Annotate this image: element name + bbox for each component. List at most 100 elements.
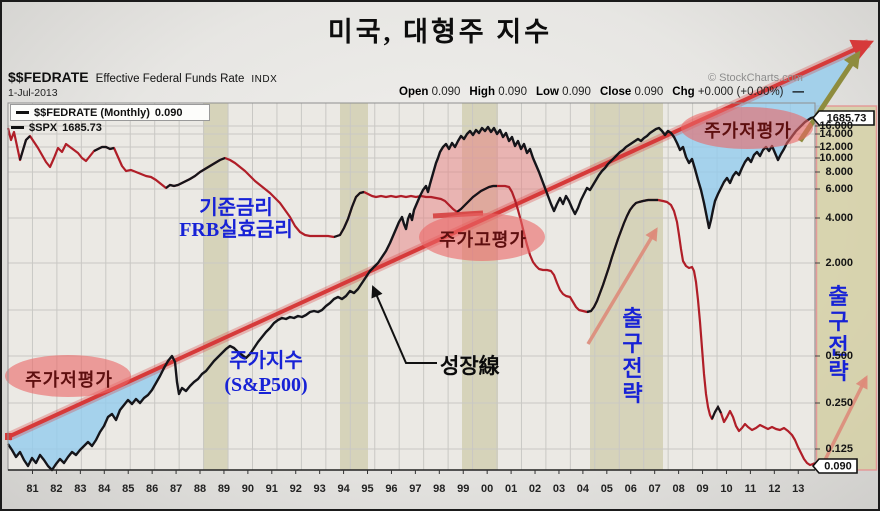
undervalued-fill-left	[8, 364, 166, 470]
exit-strategy-arrow-1	[586, 227, 658, 345]
x-axis-label-85: 85	[122, 483, 135, 495]
sp500-p: P	[258, 374, 271, 396]
x-axis-label-81: 81	[26, 483, 39, 495]
x-axis-label-05: 05	[600, 483, 613, 495]
spx-last-price-box	[811, 110, 875, 126]
high-label: High	[469, 86, 495, 98]
x-axis-label-04: 04	[576, 483, 589, 495]
chart-header: $$FEDRATE Effective Federal Funds Rate I…	[8, 69, 277, 85]
x-axis-label-91: 91	[265, 483, 278, 495]
base-rate-line1: 기준금리	[199, 197, 273, 219]
growth-line-label: 성장線	[440, 354, 500, 378]
x-axis-label-90: 90	[241, 483, 254, 495]
fedrate-line-rising-segment	[456, 184, 497, 213]
y-axis-label-8.000: 8.000	[825, 166, 853, 178]
x-axis-label-12: 12	[768, 483, 781, 495]
x-axis-label-10: 10	[720, 483, 733, 495]
x-axis-label-86: 86	[146, 483, 159, 495]
close-value: 0.090	[634, 86, 664, 98]
fedrate-line-rising-segment	[333, 190, 365, 239]
x-axis-label-93: 93	[313, 483, 326, 495]
symbol: $$FEDRATE	[8, 69, 89, 85]
highlight-band	[340, 103, 368, 470]
low-value: 0.090	[562, 86, 591, 98]
x-axis-label-03: 03	[552, 483, 566, 495]
spx-line-swatch-icon	[11, 126, 24, 129]
x-axis-label-13: 13	[792, 483, 805, 495]
y-axis-label-12.000: 12.000	[819, 141, 853, 153]
x-axis-label-98: 98	[433, 483, 446, 495]
quote-close: Close 0.090	[600, 86, 663, 98]
y-axis-label-2.000: 2.000	[825, 257, 853, 269]
overvalued-label: 주가고평가	[439, 230, 527, 250]
sp500-pre: (S&	[224, 374, 259, 396]
x-axis-label-92: 92	[289, 483, 302, 495]
undervalued-label-left: 주가저평가	[25, 370, 113, 390]
x-axis-label-01: 01	[504, 483, 518, 495]
x-axis-label-89: 89	[217, 483, 231, 495]
fedrate-line-rising-segment	[165, 156, 226, 189]
chg-value: +0.000 (+0.00%)	[697, 86, 784, 98]
quote-bar: Open 0.090 High 0.090 Low 0.090 Close 0.…	[399, 86, 804, 98]
legend-fedrate[interactable]: $$FEDRATE (Monthly) 0.090	[10, 104, 210, 121]
base-rate-line2: FRB실효금리	[179, 219, 293, 241]
fedrate-last-price-box-value: 0.090	[824, 461, 852, 473]
quote-low: Low 0.090	[536, 86, 591, 98]
y-axis-label-16.000: 16.000	[819, 120, 853, 132]
high-value: 0.090	[498, 86, 527, 98]
chg-label: Chg	[672, 86, 695, 98]
undervalued-label-right: 주가저평가	[704, 121, 792, 141]
y-axis-label-6.000: 6.000	[825, 183, 853, 195]
y-axis-label-0.250: 0.250	[825, 397, 853, 409]
collapse-dash-icon[interactable]: —	[792, 86, 805, 98]
open-label: Open	[399, 86, 429, 98]
x-axis-label-09: 09	[696, 483, 709, 495]
sp500-post: 500)	[271, 374, 308, 396]
exit-strategy-annotation-2: 출구전략	[828, 284, 849, 384]
close-label: Close	[599, 86, 632, 98]
legend-spx-label: $SPX	[29, 121, 58, 134]
growth-line-pointer-arrow	[371, 285, 437, 364]
page-title: 미국, 대형주 지수	[327, 17, 553, 47]
x-axis-label-83: 83	[74, 483, 87, 495]
x-axis-label-94: 94	[337, 483, 350, 495]
annotation-oval-1	[5, 355, 131, 397]
x-axis-label-99: 99	[457, 483, 470, 495]
fedrate-line-rising-segment	[93, 145, 115, 152]
fedrate-line-rising-segment	[586, 198, 658, 314]
quote-chg: Chg +0.000 (+0.00%)	[672, 86, 783, 98]
quote-open: Open 0.090	[399, 86, 460, 98]
low-label: Low	[535, 86, 559, 98]
annotation-oval-3	[681, 107, 813, 149]
x-axis-label-88: 88	[193, 483, 207, 495]
legend-spx[interactable]: $SPX 1685.73	[11, 121, 102, 134]
exchange: INDX	[251, 74, 278, 85]
fedrate-line-swatch-icon	[16, 111, 29, 114]
x-axis-label-02: 02	[528, 483, 542, 495]
x-axis-label-07: 07	[648, 483, 661, 495]
x-axis-label-97: 97	[409, 483, 422, 495]
fedrate-last-price-box	[811, 458, 858, 474]
plot-background	[8, 103, 815, 470]
highlight-band	[203, 103, 228, 470]
x-axis-label-00: 00	[481, 483, 494, 495]
annotation-oval-2	[419, 213, 545, 261]
symbol-name: Effective Federal Funds Rate	[95, 73, 245, 85]
x-axis-label-11: 11	[744, 483, 757, 495]
legend-spx-value: 1685.73	[62, 121, 102, 134]
legend-fedrate-label: $$FEDRATE (Monthly)	[34, 106, 150, 119]
stock-index-annotation: 주가지수 (S&P500)	[196, 349, 336, 397]
stockcharts-watermark: © StockCharts.com	[708, 72, 803, 84]
chart-date: 1-Jul-2013	[8, 87, 58, 99]
overvalued-fill	[370, 127, 546, 271]
y-axis-label-0.500: 0.500	[825, 350, 853, 362]
x-axis-label-82: 82	[50, 483, 63, 495]
x-axis-label-87: 87	[169, 483, 183, 495]
x-axis-label-08: 08	[672, 483, 685, 495]
fedrate-line-rising-segment	[18, 135, 31, 161]
stock-index-line1: 주가지수	[229, 350, 303, 372]
exit-strategy-arrow-2	[819, 375, 868, 469]
y-axis-label-4.000: 4.000	[825, 212, 853, 224]
